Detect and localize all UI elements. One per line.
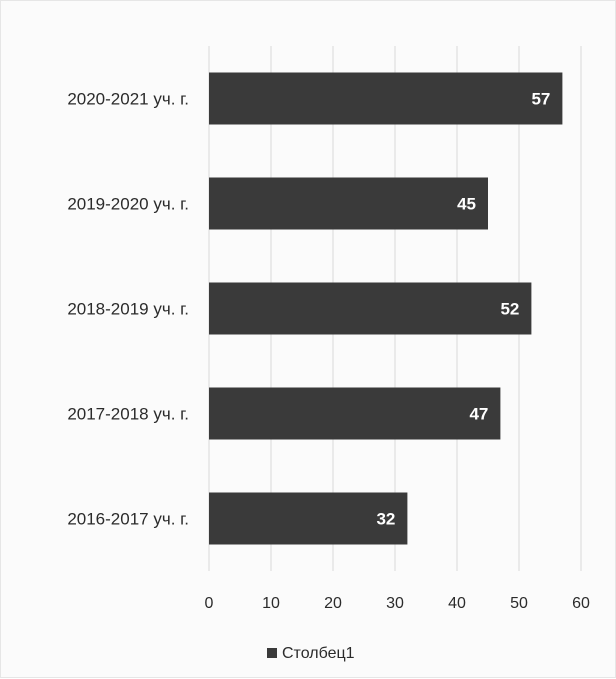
legend-label: Столбец1 xyxy=(282,645,355,662)
category-label: 2019-2020 уч. г. xyxy=(67,195,189,214)
bar xyxy=(209,72,563,125)
x-tick-label: 60 xyxy=(572,595,590,612)
category-label: 2018-2019 уч. г. xyxy=(67,300,189,319)
x-tick-label: 0 xyxy=(205,595,214,612)
x-tick-label: 40 xyxy=(448,595,466,612)
data-label: 32 xyxy=(376,510,395,529)
x-tick-label: 30 xyxy=(386,595,404,612)
data-label: 45 xyxy=(457,195,476,214)
bar xyxy=(209,177,488,230)
bar xyxy=(209,387,501,440)
legend: Столбец1 xyxy=(267,645,355,662)
data-label: 57 xyxy=(531,90,550,109)
x-tick-labels: 0 10 20 30 40 50 60 xyxy=(205,595,590,612)
x-tick-label: 50 xyxy=(510,595,528,612)
x-tick-label: 20 xyxy=(324,595,342,612)
x-tick-label: 10 xyxy=(262,595,280,612)
bars: 57 45 52 47 32 xyxy=(209,72,563,545)
category-label: 2016-2017 уч. г. xyxy=(67,510,189,529)
data-label: 52 xyxy=(500,300,519,319)
data-label: 47 xyxy=(469,405,488,424)
bar xyxy=(209,282,532,335)
bar xyxy=(209,492,408,545)
category-labels: 2020-2021 уч. г. 2019-2020 уч. г. 2018-201… xyxy=(67,90,189,529)
category-label: 2020-2021 уч. г. xyxy=(67,90,189,109)
legend-swatch xyxy=(267,648,277,658)
category-label: 2017-2018 уч. г. xyxy=(67,405,189,424)
